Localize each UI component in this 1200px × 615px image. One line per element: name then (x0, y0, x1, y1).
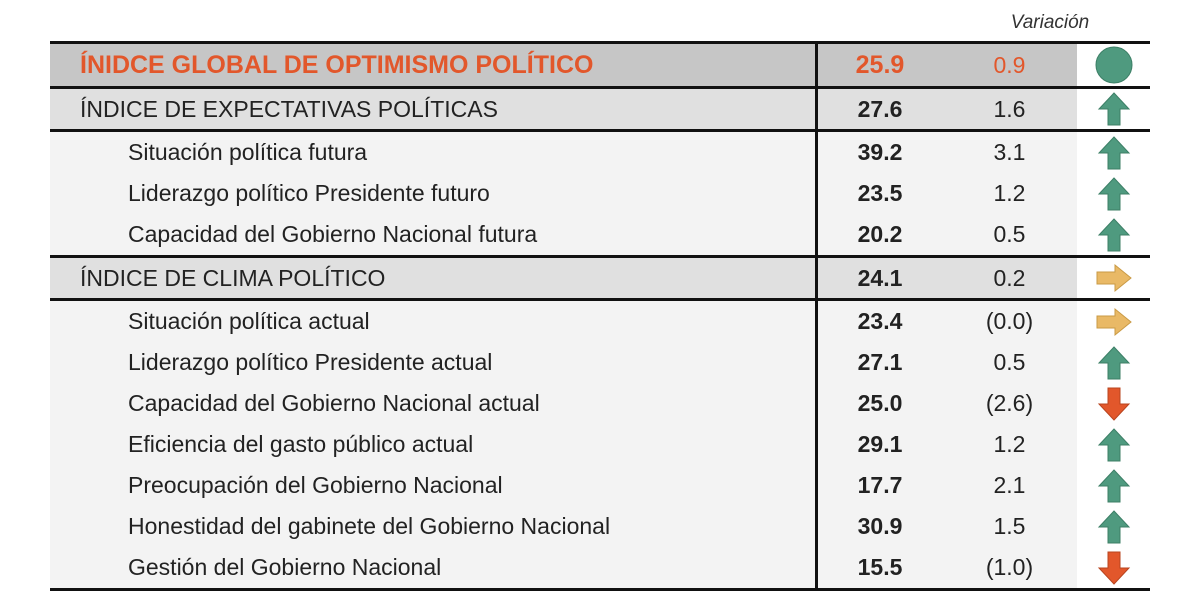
row-variation: 1.2 (942, 424, 1077, 465)
row-variation: (1.0) (942, 547, 1077, 588)
row-value: 23.4 (818, 301, 942, 342)
row-label: Capacidad del Gobierno Nacional futura (50, 214, 818, 255)
section-row: ÍNDICE DE EXPECTATIVAS POLÍTICAS 27.6 1.… (50, 89, 1150, 132)
row-value: 17.7 (818, 465, 942, 506)
table-row: Honestidad del gabinete del Gobierno Nac… (50, 506, 1150, 547)
row-value: 23.5 (818, 173, 942, 214)
table-row: Preocupación del Gobierno Nacional 17.7 … (50, 465, 1150, 506)
row-variation: (0.0) (942, 301, 1077, 342)
global-index-row: ÍNIDCE GLOBAL DE OPTIMISMO POLÍTICO 25.9… (50, 44, 1150, 89)
table-row: Situación política actual 23.4 (0.0) (50, 301, 1150, 342)
row-value: 24.1 (818, 258, 942, 298)
row-variation: 0.9 (942, 44, 1077, 86)
row-variation: 3.1 (942, 132, 1077, 173)
row-label: ÍNDICE DE CLIMA POLÍTICO (50, 258, 818, 298)
variation-header: Variación (1010, 12, 1090, 33)
political-optimism-table: ÍNIDCE GLOBAL DE OPTIMISMO POLÍTICO 25.9… (50, 41, 1150, 591)
circle-icon (1077, 44, 1150, 86)
row-label: Honestidad del gabinete del Gobierno Nac… (50, 506, 818, 547)
table-row: Eficiencia del gasto público actual 29.1… (50, 424, 1150, 465)
row-value: 29.1 (818, 424, 942, 465)
row-variation: 0.2 (942, 258, 1077, 298)
row-variation: 0.5 (942, 342, 1077, 383)
row-value: 15.5 (818, 547, 942, 588)
row-label: ÍNDICE DE EXPECTATIVAS POLÍTICAS (50, 89, 818, 129)
arrow-right-icon (1077, 258, 1150, 298)
row-variation: 0.5 (942, 214, 1077, 255)
row-value: 27.1 (818, 342, 942, 383)
row-label: Situación política futura (50, 132, 818, 173)
row-variation: (2.6) (942, 383, 1077, 424)
arrow-up-icon (1077, 214, 1150, 255)
arrow-up-icon (1077, 132, 1150, 173)
arrow-up-icon (1077, 173, 1150, 214)
arrow-up-icon (1077, 506, 1150, 547)
row-variation: 1.5 (942, 506, 1077, 547)
row-value: 25.9 (818, 44, 942, 86)
row-label: Gestión del Gobierno Nacional (50, 547, 818, 588)
table-row: Liderazgo político Presidente actual 27.… (50, 342, 1150, 383)
row-label: Capacidad del Gobierno Nacional actual (50, 383, 818, 424)
arrow-down-icon (1077, 547, 1150, 588)
section-row: ÍNDICE DE CLIMA POLÍTICO 24.1 0.2 (50, 258, 1150, 301)
row-label: Liderazgo político Presidente actual (50, 342, 818, 383)
row-variation: 1.2 (942, 173, 1077, 214)
arrow-up-icon (1077, 342, 1150, 383)
arrow-up-icon (1077, 465, 1150, 506)
table-row: Capacidad del Gobierno Nacional actual 2… (50, 383, 1150, 424)
arrow-down-icon (1077, 383, 1150, 424)
row-variation: 1.6 (942, 89, 1077, 129)
table-row: Situación política futura 39.2 3.1 (50, 132, 1150, 173)
row-value: 30.9 (818, 506, 942, 547)
row-variation: 2.1 (942, 465, 1077, 506)
arrow-up-icon (1077, 424, 1150, 465)
arrow-right-icon (1077, 301, 1150, 342)
row-value: 27.6 (818, 89, 942, 129)
row-label: Situación política actual (50, 301, 818, 342)
row-label: ÍNIDCE GLOBAL DE OPTIMISMO POLÍTICO (50, 44, 818, 86)
row-value: 39.2 (818, 132, 942, 173)
table-row: Gestión del Gobierno Nacional 15.5 (1.0) (50, 547, 1150, 588)
table-row: Capacidad del Gobierno Nacional futura 2… (50, 214, 1150, 258)
row-value: 25.0 (818, 383, 942, 424)
row-label: Eficiencia del gasto público actual (50, 424, 818, 465)
row-value: 20.2 (818, 214, 942, 255)
row-label: Preocupación del Gobierno Nacional (50, 465, 818, 506)
arrow-up-icon (1077, 89, 1150, 129)
row-label: Liderazgo político Presidente futuro (50, 173, 818, 214)
table-row: Liderazgo político Presidente futuro 23.… (50, 173, 1150, 214)
